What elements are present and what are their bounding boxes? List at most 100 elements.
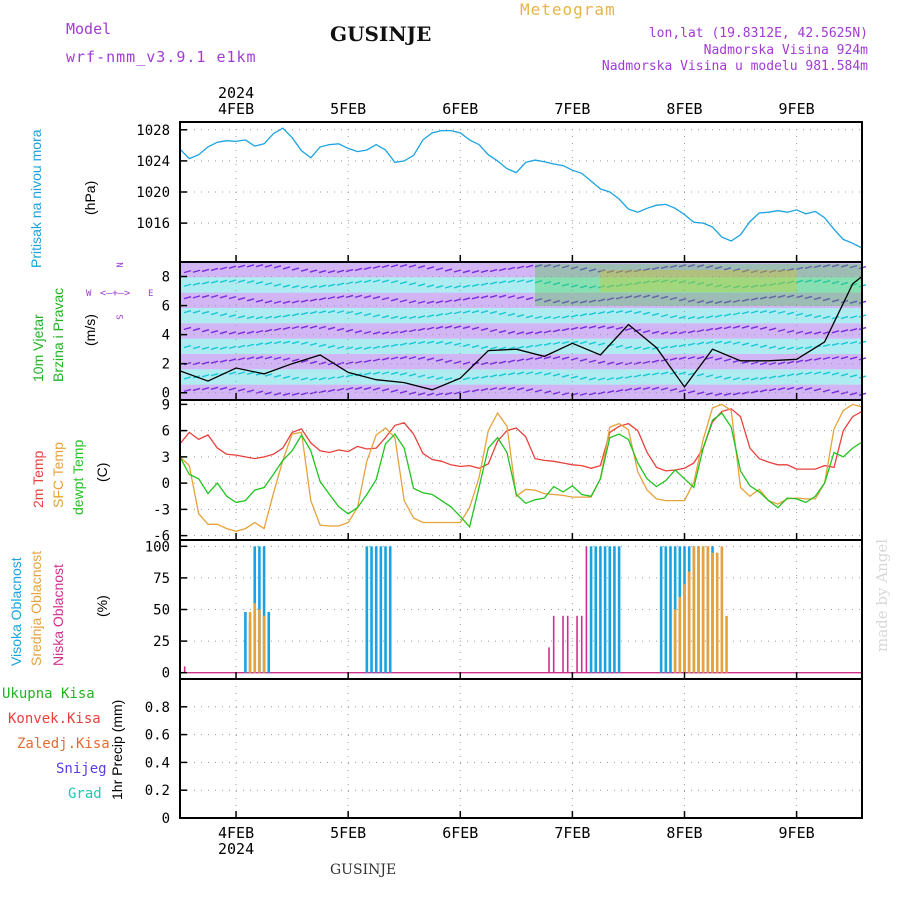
wind-arrow (408, 341, 417, 345)
wind-arrow (426, 326, 435, 331)
wind-arrow (651, 279, 660, 284)
wind-band (180, 369, 862, 385)
wind-arrow (444, 341, 453, 345)
wind-arrow (444, 359, 453, 363)
day-label-top: 8FEB (666, 100, 702, 118)
wind-arrow (318, 343, 327, 348)
wind-arrow (435, 376, 444, 380)
wind-arrow (786, 267, 795, 272)
legend-hail: Grad (68, 786, 102, 802)
wind-arrow (183, 376, 192, 380)
wind-arrow (480, 310, 489, 314)
wind-arrow (570, 284, 579, 288)
wind-arrow (516, 358, 525, 362)
wind-arrow (498, 311, 507, 316)
wind-arrow (453, 391, 462, 395)
bar (603, 546, 607, 673)
bar (701, 546, 705, 673)
wind-arrow (399, 356, 408, 360)
wind-arrow (750, 310, 759, 314)
wind-arrow (273, 340, 282, 345)
wind-arrow (444, 285, 453, 289)
wind-arrow (363, 372, 372, 376)
wind-arrow (336, 387, 345, 392)
wind-arrow (804, 295, 813, 300)
wind-arrow (525, 388, 534, 392)
wind-arrow (804, 371, 813, 375)
wind-arrow (372, 358, 381, 362)
wind-arrow (255, 281, 264, 285)
wind-arrow (750, 361, 759, 365)
wind-arrow (219, 359, 228, 363)
wind-arrow (255, 299, 264, 303)
wind-arrow (723, 325, 732, 330)
wind-arrow (237, 331, 246, 335)
wind-arrow (795, 386, 804, 391)
wind-arrow (750, 297, 759, 301)
wind-arrow (849, 300, 858, 304)
wind-arrow (462, 297, 471, 301)
wind-arrow (399, 342, 408, 346)
wind-arrow (282, 340, 291, 345)
wind-arrow (651, 312, 660, 317)
bar (580, 615, 583, 673)
wind-arrow (687, 356, 696, 360)
wind-arrow (291, 300, 300, 304)
wind-arrow (552, 264, 561, 268)
wind-arrow (813, 264, 822, 269)
wind-arrow (507, 279, 516, 284)
wind-arrow (525, 344, 534, 349)
wind-arrow (264, 328, 273, 333)
wind-arrow (345, 281, 354, 285)
wind-arrow (471, 326, 480, 330)
wind-arrow (597, 298, 606, 302)
wind-arrow (534, 315, 543, 320)
wind-arrow (597, 285, 606, 289)
wind-arrow (219, 312, 228, 317)
wind-arrow (804, 345, 813, 350)
bar (566, 615, 569, 673)
compass-cross: <–+–> (100, 288, 131, 299)
wind-arrow (732, 377, 741, 381)
wind-arrow (183, 388, 192, 393)
wind-arrow (237, 388, 246, 392)
wind-arrow (768, 310, 777, 314)
wind-arrow (786, 360, 795, 365)
wind-arrow (732, 341, 741, 345)
wind-arrow (237, 357, 246, 361)
wind-arrow (489, 294, 498, 299)
wind-arrow (444, 392, 453, 396)
wind-arrow (291, 285, 300, 289)
wind-arrow (201, 294, 210, 299)
wind-arrow (381, 315, 390, 319)
wind-arrow (588, 285, 597, 289)
wind-arrow (435, 358, 444, 362)
wind-arrow (606, 269, 615, 274)
wind-arrow (327, 296, 336, 300)
wind-arrow (552, 282, 561, 286)
wind-arrow (273, 356, 282, 360)
wind-arrow (210, 330, 219, 334)
wind-arrow (336, 282, 345, 286)
bar (599, 546, 602, 673)
wind-arrow (507, 295, 516, 299)
wind-arrow (273, 327, 282, 332)
wind-arrow (813, 331, 822, 335)
wind-arrow (471, 309, 480, 314)
wind-arrow (516, 345, 525, 350)
bar (608, 546, 612, 673)
wind-arrow (363, 312, 372, 317)
wind-arrow (210, 294, 219, 299)
wind-arrow (471, 344, 480, 349)
wind-arrow (183, 309, 192, 314)
wind-arrow (237, 264, 246, 268)
wind-arrow (345, 346, 354, 350)
wind-arrow (786, 346, 795, 351)
wind-arrow (300, 325, 309, 329)
wind-arrow (219, 386, 228, 391)
wind-arrow (282, 314, 291, 318)
wind-arrow (372, 279, 381, 283)
wind-arrow (633, 294, 642, 299)
y-tick-label: 6 (162, 424, 170, 440)
compass-rose: N W E S <–+–> (86, 262, 154, 326)
